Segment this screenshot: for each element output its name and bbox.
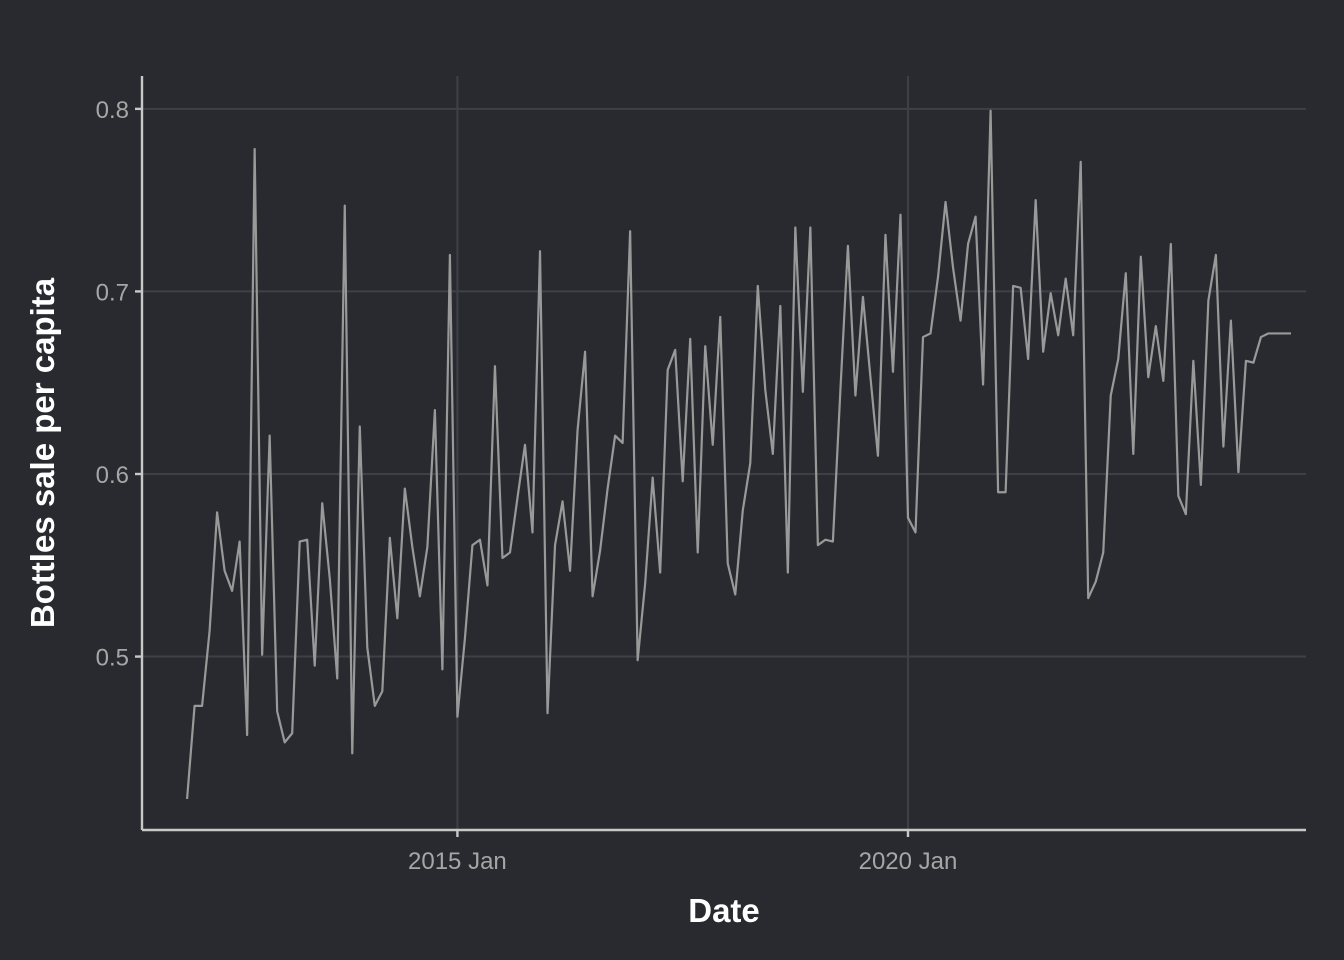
tick-labels: 0.5 0.6 0.7 0.8 2015 Jan 2020 Jan	[96, 97, 958, 875]
y-tick-label: 0.7	[96, 279, 129, 306]
y-axis-title: Bottles sale per capita	[24, 277, 61, 628]
y-tick-label: 0.6	[96, 462, 129, 489]
x-tick-label: 2015 Jan	[408, 848, 507, 875]
grid-lines	[142, 76, 1306, 830]
data-layer	[185, 109, 1291, 800]
y-tick-label: 0.5	[96, 645, 129, 672]
y-tick-label: 0.8	[96, 97, 129, 124]
series-line	[185, 109, 1291, 800]
axes	[140, 76, 1306, 832]
x-tick-label: 2020 Jan	[859, 848, 958, 875]
x-axis-title: Date	[688, 892, 760, 929]
